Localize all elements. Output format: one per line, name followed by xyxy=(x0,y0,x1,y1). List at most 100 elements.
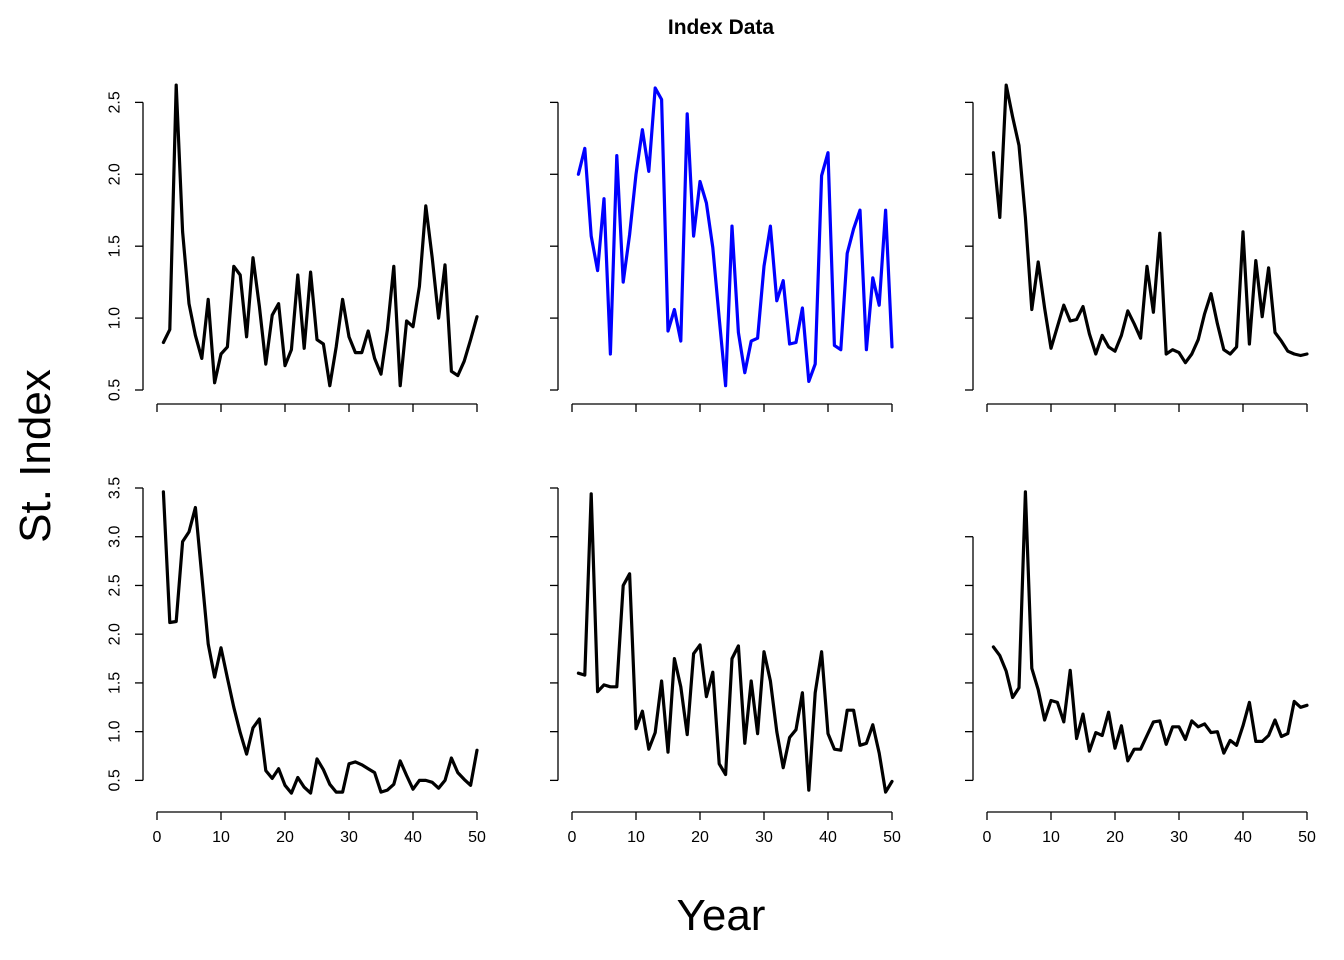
data-point xyxy=(1229,739,1231,741)
data-point xyxy=(1306,704,1308,706)
y-tick-label: 0.5 xyxy=(107,769,124,791)
data-point xyxy=(162,491,164,493)
panel-4: 0 10 20 30 40 50 0.5 1.0 1.5 2.0 2.5 3.0 3.5 xyxy=(107,477,487,846)
data-point xyxy=(872,277,874,279)
x-tick-label: 20 xyxy=(1106,829,1124,846)
data-point xyxy=(405,320,407,322)
data-point xyxy=(1184,362,1186,364)
data-point xyxy=(463,778,465,780)
data-point xyxy=(194,506,196,508)
data-point xyxy=(596,269,598,271)
data-point xyxy=(476,316,478,318)
y-tick-label: 2.5 xyxy=(107,91,124,113)
data-point xyxy=(865,742,867,744)
x-tick-label: 30 xyxy=(755,829,773,846)
data-point xyxy=(386,789,388,791)
data-point xyxy=(1203,723,1205,725)
data-point xyxy=(245,753,247,755)
data-point xyxy=(1037,261,1039,263)
data-point xyxy=(361,351,363,353)
data-point xyxy=(744,742,746,744)
data-point xyxy=(635,728,637,730)
data-point xyxy=(724,773,726,775)
data-point xyxy=(1146,265,1148,267)
data-point xyxy=(1210,292,1212,294)
data-point xyxy=(776,731,778,733)
data-point xyxy=(476,749,478,751)
data-point xyxy=(731,657,733,659)
data-point xyxy=(750,680,752,682)
data-point xyxy=(463,360,465,362)
data-point xyxy=(412,326,414,328)
data-point xyxy=(437,317,439,319)
data-point xyxy=(354,351,356,353)
data-point xyxy=(795,341,797,343)
data-point xyxy=(1165,353,1167,355)
data-point xyxy=(833,748,835,750)
panel-3 xyxy=(965,83,1309,412)
data-point xyxy=(1299,354,1301,356)
data-point xyxy=(386,328,388,330)
data-point xyxy=(175,620,177,622)
data-point xyxy=(596,691,598,693)
data-point xyxy=(891,346,893,348)
data-point xyxy=(852,709,854,711)
data-point xyxy=(884,209,886,211)
series-line xyxy=(161,490,479,795)
data-point xyxy=(425,205,427,207)
data-point xyxy=(361,764,363,766)
data-point xyxy=(303,786,305,788)
data-point xyxy=(750,340,752,342)
data-point xyxy=(226,346,228,348)
data-point xyxy=(1037,689,1039,691)
data-point xyxy=(1242,231,1244,233)
data-point xyxy=(1255,740,1257,742)
data-point xyxy=(833,344,835,346)
data-point xyxy=(788,736,790,738)
data-point xyxy=(776,300,778,302)
x-tick-label: 0 xyxy=(153,829,162,846)
data-point xyxy=(705,695,707,697)
data-point xyxy=(1299,706,1301,708)
data-point xyxy=(437,787,439,789)
data-point xyxy=(469,784,471,786)
data-point xyxy=(1165,743,1167,745)
data-point xyxy=(673,657,675,659)
panel-2 xyxy=(550,86,894,412)
data-point xyxy=(418,779,420,781)
data-point xyxy=(207,298,209,300)
data-point xyxy=(258,718,260,720)
data-point xyxy=(1293,353,1295,355)
data-point xyxy=(252,257,254,259)
data-point xyxy=(641,129,643,131)
data-point xyxy=(393,783,395,785)
data-point xyxy=(1050,347,1052,349)
x-tick-label: 10 xyxy=(627,829,645,846)
data-point xyxy=(756,732,758,734)
data-point xyxy=(1133,323,1135,325)
data-point xyxy=(226,677,228,679)
data-point xyxy=(795,729,797,731)
panel-6: 0 10 20 30 40 50 xyxy=(965,490,1316,846)
data-point xyxy=(1031,667,1033,669)
data-point xyxy=(1242,725,1244,727)
data-point xyxy=(297,776,299,778)
data-point xyxy=(763,651,765,653)
x-tick-label: 40 xyxy=(819,829,837,846)
data-point xyxy=(373,357,375,359)
y-tick-label: 2.0 xyxy=(107,163,124,185)
data-point xyxy=(1159,720,1161,722)
data-point xyxy=(756,337,758,339)
data-point xyxy=(769,225,771,227)
data-point xyxy=(290,792,292,794)
data-point xyxy=(1287,350,1289,352)
data-point xyxy=(846,709,848,711)
data-point xyxy=(1159,232,1161,234)
data-point xyxy=(692,235,694,237)
x-tick-label: 40 xyxy=(404,829,422,846)
data-point xyxy=(450,370,452,372)
data-point xyxy=(1088,750,1090,752)
series-line xyxy=(576,86,894,388)
data-point xyxy=(1114,747,1116,749)
